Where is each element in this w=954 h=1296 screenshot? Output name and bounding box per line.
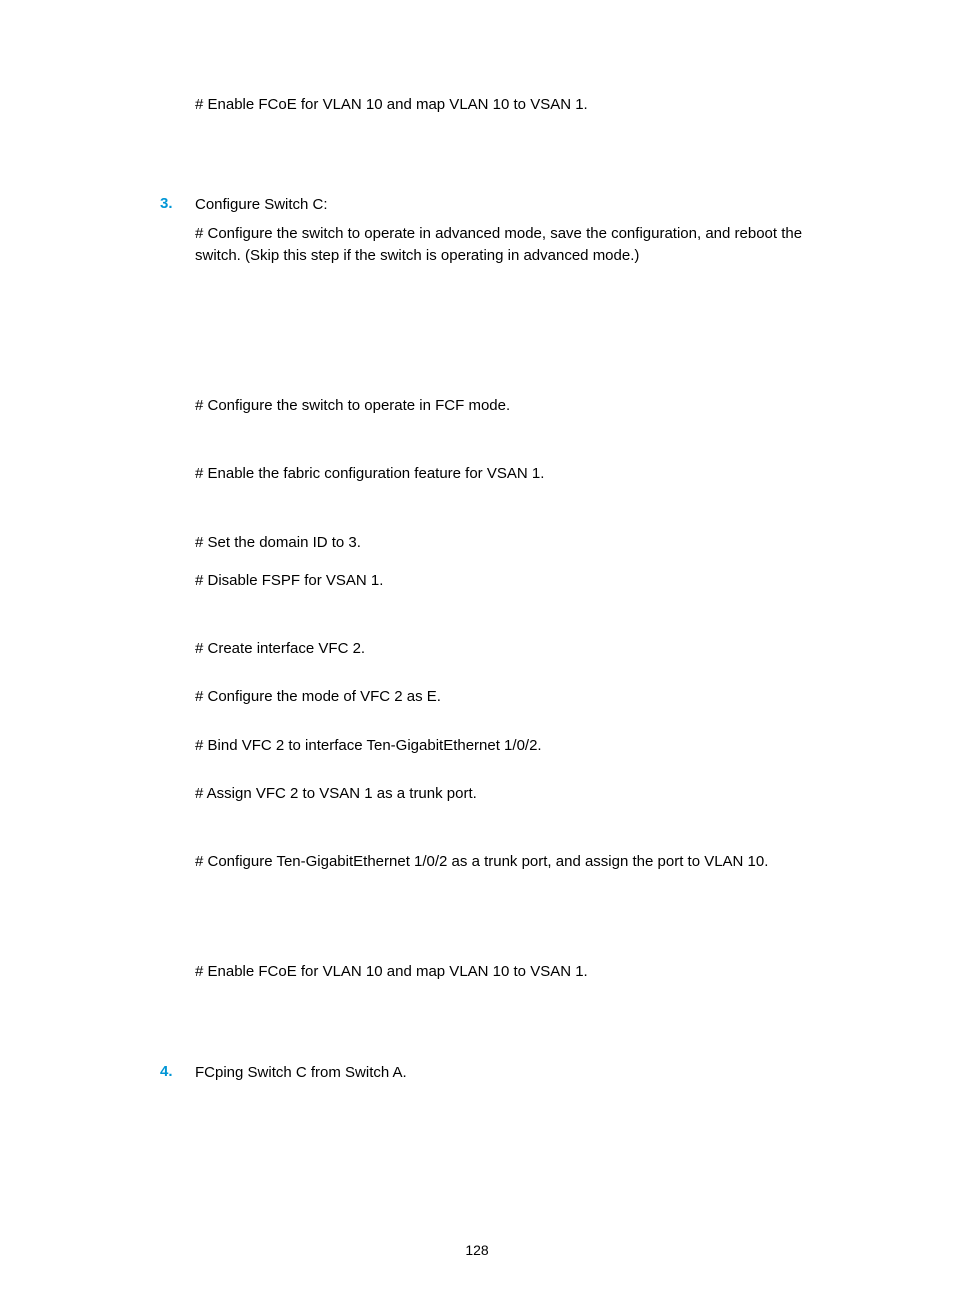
spacer xyxy=(195,266,854,396)
document-page: # Enable FCoE for VLAN 10 and map VLAN 1… xyxy=(0,0,954,1296)
body-text: # Assign VFC 2 to VSAN 1 as a trunk port… xyxy=(195,784,854,804)
step-title: Configure Switch C: xyxy=(195,195,854,215)
step-number: 4. xyxy=(160,1063,173,1080)
step-title: FCping Switch C from Switch A. xyxy=(195,1063,854,1083)
body-text: # Configure the switch to operate in FCF… xyxy=(195,396,854,416)
body-text: # Disable FSPF for VSAN 1. xyxy=(195,571,854,591)
body-text: switch. (Skip this step if the switch is… xyxy=(195,246,854,266)
body-text: # Bind VFC 2 to interface Ten-GigabitEth… xyxy=(195,736,854,756)
body-text: # Configure the switch to operate in adv… xyxy=(195,224,854,244)
step-number: 3. xyxy=(160,195,173,212)
body-text: # Enable the fabric configuration featur… xyxy=(195,464,854,484)
body-text: # Configure the mode of VFC 2 as E. xyxy=(195,687,854,707)
body-text: # Enable FCoE for VLAN 10 and map VLAN 1… xyxy=(195,95,854,115)
body-text: # Enable FCoE for VLAN 10 and map VLAN 1… xyxy=(195,962,854,982)
body-text: # Create interface VFC 2. xyxy=(195,639,854,659)
step-4: 4. FCping Switch C from Switch A. xyxy=(195,1063,854,1083)
body-text: # Configure Ten-GigabitEthernet 1/0/2 as… xyxy=(195,852,854,872)
step-3: 3. Configure Switch C: xyxy=(195,195,854,215)
body-text: # Set the domain ID to 3. xyxy=(195,533,854,553)
page-number: 128 xyxy=(0,1242,954,1258)
